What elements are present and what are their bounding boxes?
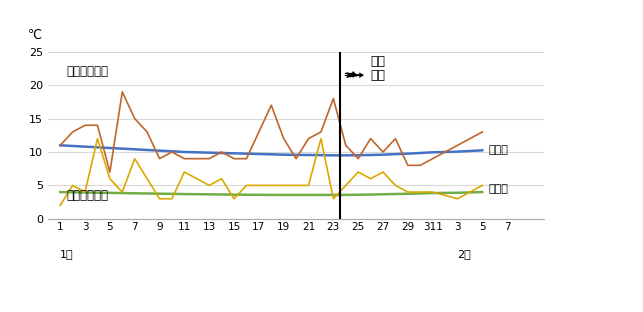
Text: 1月: 1月 — [60, 249, 74, 259]
Text: 予報: 予報 — [370, 55, 386, 68]
Text: 【最高気温】: 【最高気温】 — [66, 65, 109, 78]
Text: 平年値: 平年値 — [489, 145, 509, 155]
Text: ⇒: ⇒ — [343, 68, 356, 83]
Text: 2月: 2月 — [458, 249, 471, 259]
Text: 予報: 予報 — [370, 69, 386, 82]
Text: ℃: ℃ — [28, 29, 42, 42]
Text: 【最低気温】: 【最低気温】 — [66, 189, 109, 202]
Text: 平年値: 平年値 — [489, 184, 509, 194]
